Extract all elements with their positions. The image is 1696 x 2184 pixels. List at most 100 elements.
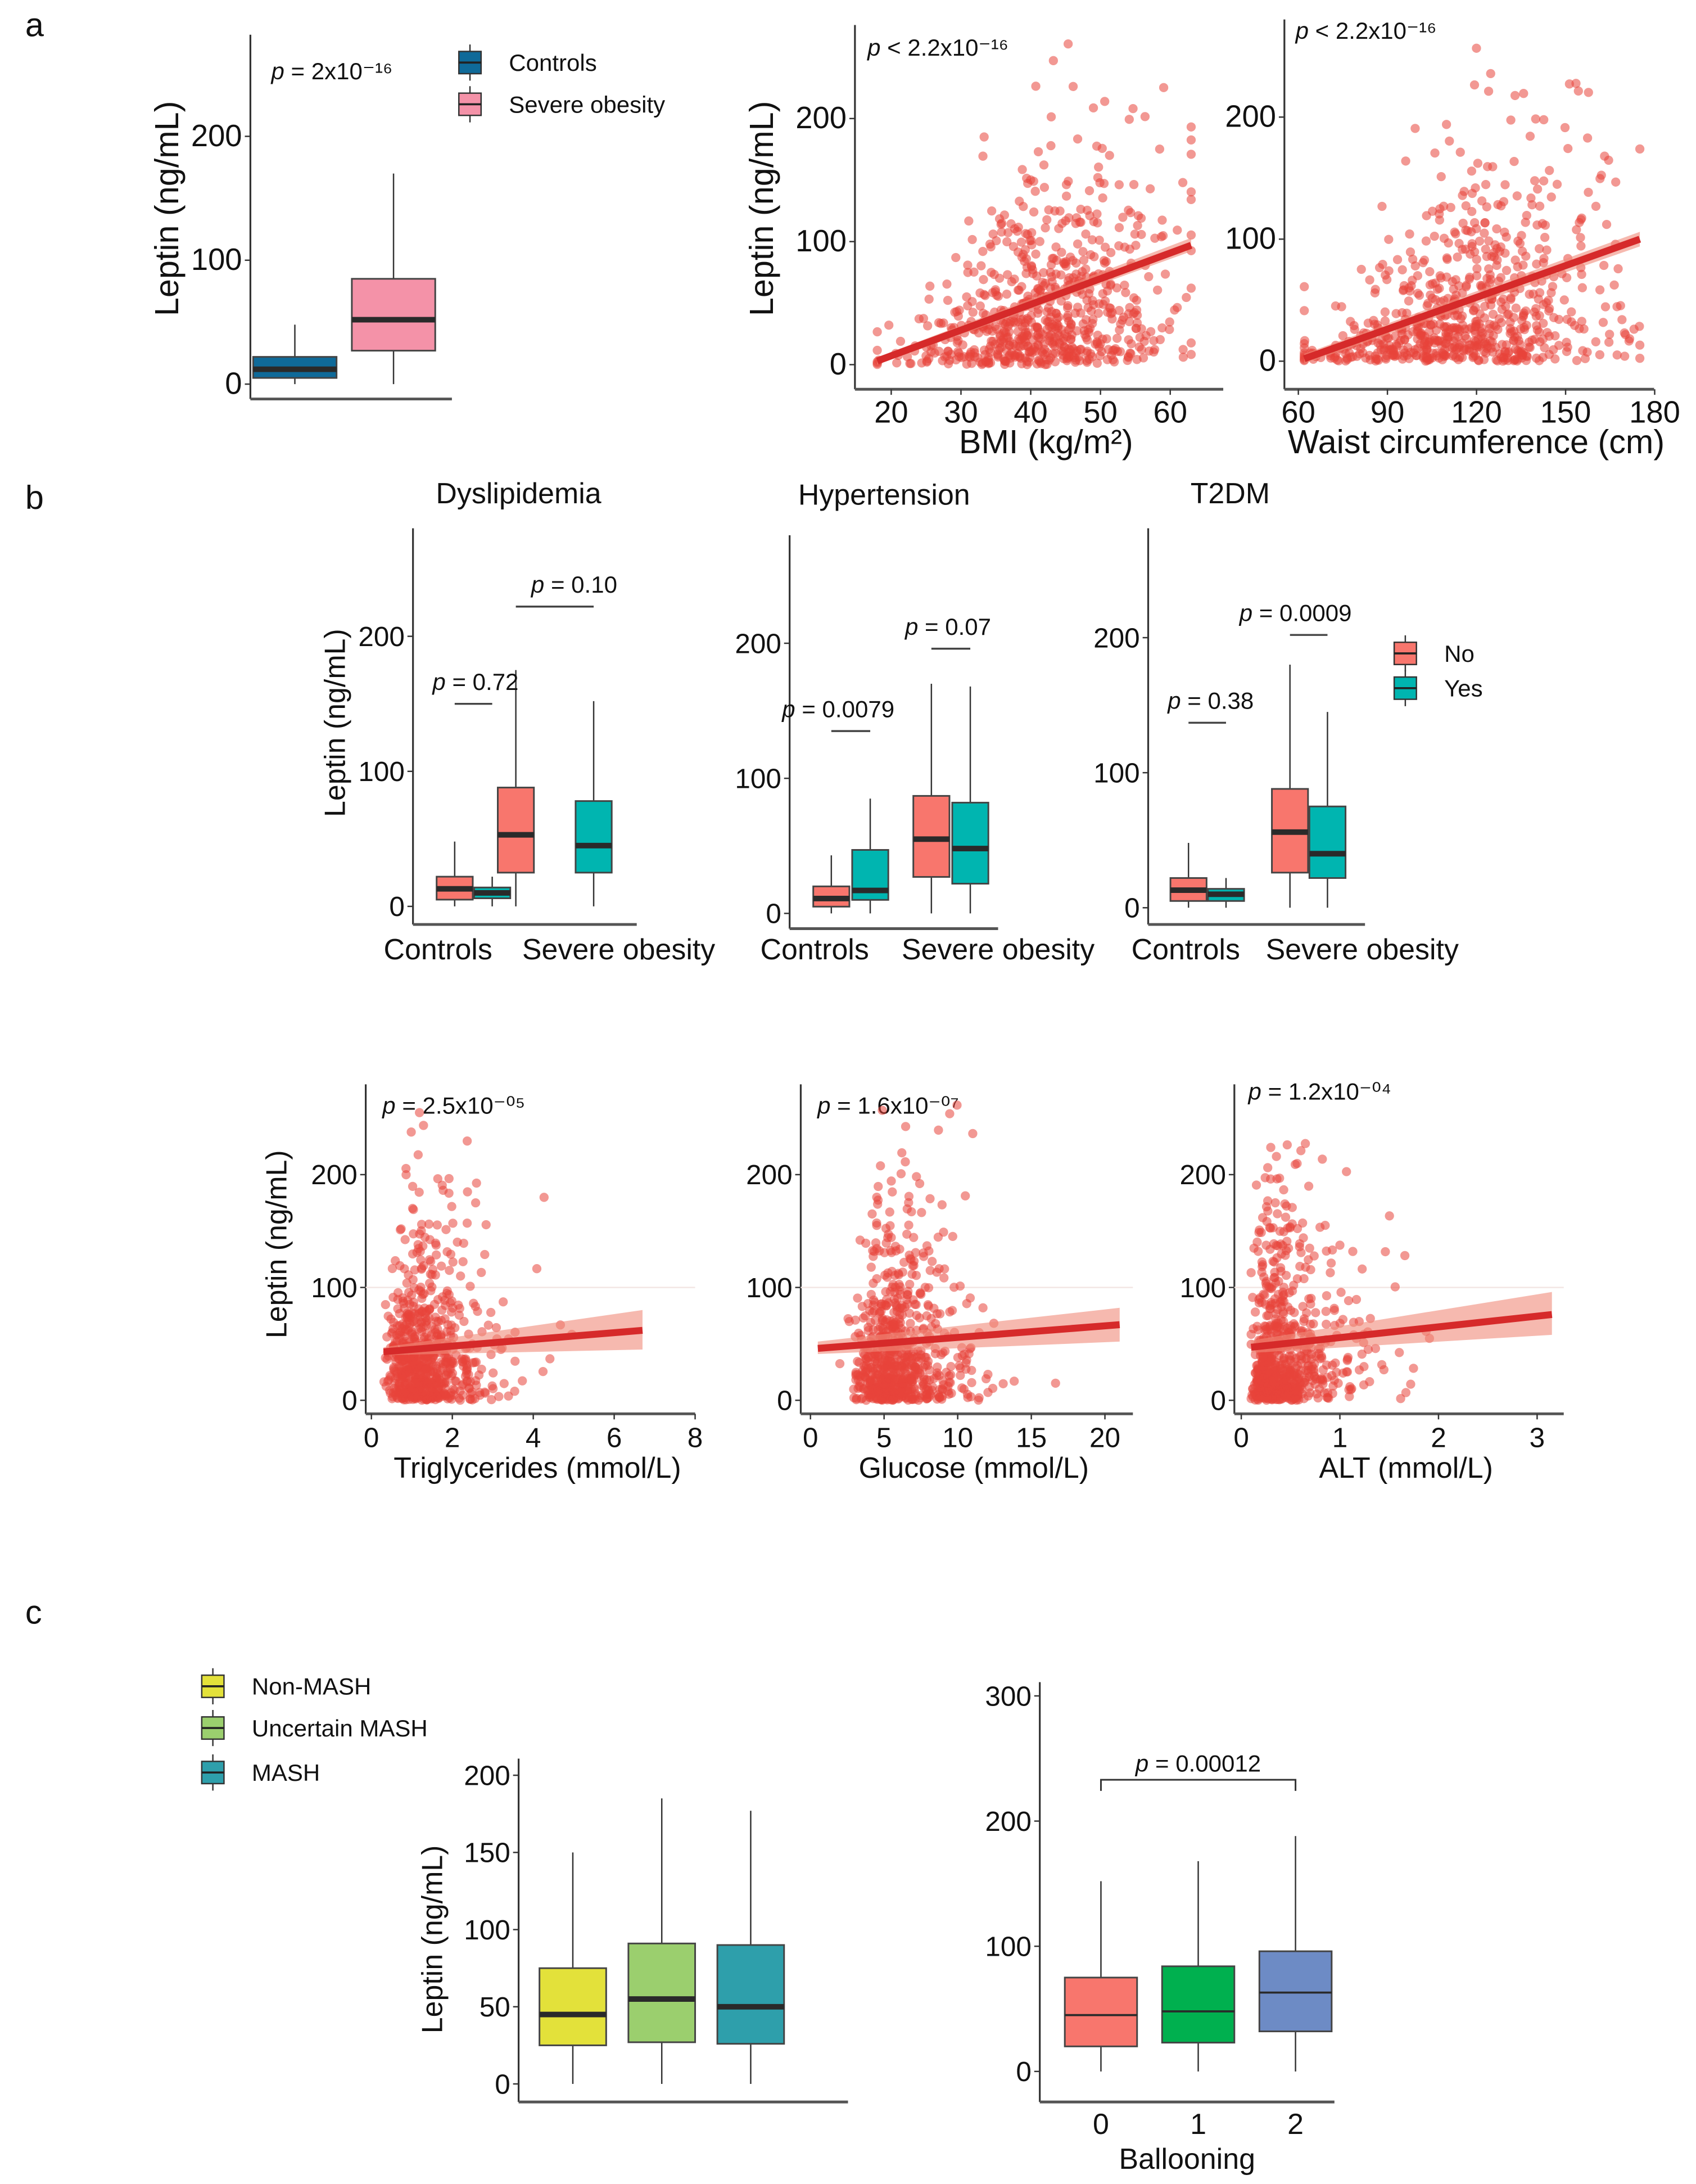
scatter-point [1144,272,1154,282]
scatter-point [968,308,978,317]
scatter-point [883,1381,892,1391]
scatter-point [439,1379,449,1388]
scatter-point [974,1393,984,1402]
scatter-point [1290,1357,1299,1367]
box-iqr [1161,1965,1236,2044]
scatter-point [1472,271,1482,281]
scatter-point [1337,302,1346,312]
scatter-point [1085,211,1095,220]
x-tick-label: 2 [1431,1423,1446,1454]
scatter-point [1034,284,1043,294]
scatter-point [1100,296,1110,306]
scatter-point [959,1384,969,1394]
scatter-point [1539,300,1548,309]
y-tick-label: 50 [480,1992,510,2023]
scatter-point [945,1109,955,1118]
scatter-point [1263,1163,1273,1172]
scatter-point [475,1391,485,1400]
scatter-point [467,1387,477,1397]
x-tick-label: 3 [1530,1423,1545,1454]
scatter-point [419,1121,428,1130]
legend-label: No [1444,640,1475,667]
scatter-point [886,1357,896,1366]
scatter-point [1567,307,1576,317]
x-tick-label: 150 [1540,395,1591,430]
scatter-point [1410,261,1420,271]
x-tick-label: 60 [1281,395,1315,430]
scatter-point [1296,1146,1306,1156]
scatter-point [1344,1296,1354,1306]
legend-item: No [1393,635,1475,672]
scatter-point [459,1238,468,1248]
scatter-point [924,354,934,364]
scatter-point [1534,327,1544,337]
scatter-point [448,1257,458,1267]
scatter-point [1413,288,1423,298]
chart-title: Dyslipidemia [436,477,601,510]
scatter-point [1157,323,1167,333]
scatter-point [874,1181,883,1192]
scatter-point [448,1219,458,1228]
scatter-point [1266,1143,1276,1152]
box-severe-obesity-yes [951,686,989,914]
scatter-point [1385,1211,1394,1221]
scatter-point [1409,1364,1418,1373]
x-tick-label: 20 [1089,1423,1120,1454]
p-value-annotation: p = 2.5x10⁻⁰⁵ [381,1092,525,1118]
scatter-point [1137,229,1146,240]
scatter-point [873,1386,883,1396]
scatter-point [1540,233,1550,242]
scatter-point [1532,184,1543,194]
scatter-point [425,1304,435,1314]
scatter-point [1165,324,1174,335]
regression-line [817,1321,1120,1352]
scatter-point [1500,355,1510,365]
scatter-point [431,1250,441,1260]
comparison-p-value: p = 0.0079 [781,696,894,722]
scatter-point [1584,187,1593,197]
x-axis-title: BMI (kg/m²) [959,423,1133,461]
scatter-point [1539,176,1549,186]
y-tick-label: 0 [1210,1386,1225,1416]
scatter-point [1509,156,1519,166]
scatter-point [1392,255,1403,264]
scatter-point [391,1387,401,1397]
scatter-point [1097,347,1106,357]
scatter-point [1299,1233,1308,1243]
scatter-point [1160,269,1170,279]
p-symbol: p [1166,688,1181,714]
scatter-point [865,1377,875,1387]
p-value: = 0.10 [544,571,617,598]
scatter-point [880,1270,890,1280]
box-1 [1161,1861,1236,2072]
box-severe-obesity [351,173,436,385]
scatter-point [1582,348,1592,357]
scatter-point [1511,303,1521,313]
scatter-point [1576,233,1585,242]
scatter-point [1484,264,1494,274]
scatter-point [1114,305,1124,315]
panel-label-b: b [25,479,44,516]
scatter-point [1577,283,1587,292]
scatter-point [499,1379,509,1388]
scatter-point [863,1323,873,1332]
scatter-point [1521,218,1530,227]
scatter-point [1112,333,1122,343]
scatter-point [1119,312,1129,322]
scatter-point [1468,353,1478,362]
scatter-point [431,1238,441,1248]
scatter-point [424,1219,434,1229]
comparison-p-value: p = 0.38 [1166,688,1254,714]
scatter-point [911,1248,921,1257]
box-severe-obesity-no [1271,665,1309,908]
scatter-point [888,1187,897,1197]
scatter-point [1318,1154,1327,1164]
scatter-point [1435,271,1445,281]
scatter-point [1279,1283,1289,1292]
scatter-point [1371,1344,1381,1353]
scatter-point [934,1371,944,1380]
scatter-point [1342,1167,1351,1176]
scatter-point [387,1264,397,1274]
y-tick-label: 200 [1179,1159,1225,1190]
